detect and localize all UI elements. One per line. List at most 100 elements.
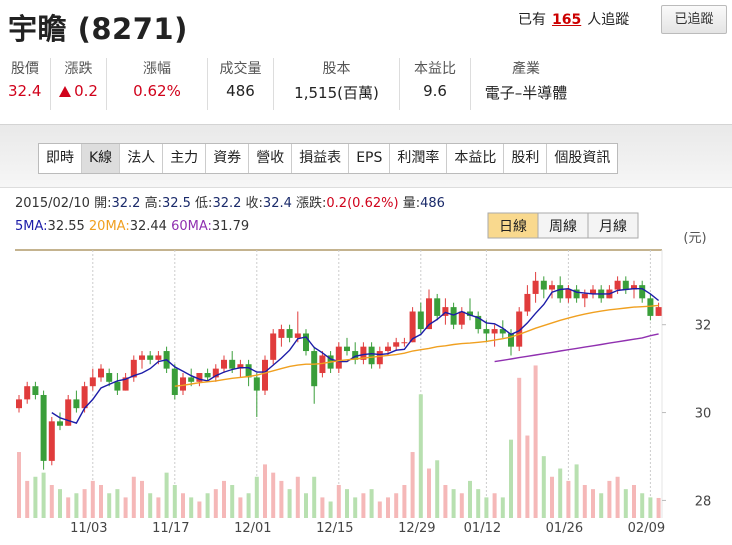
volume-bar xyxy=(336,485,341,518)
candle-body xyxy=(335,346,342,369)
candle-body xyxy=(639,285,646,299)
stat-value: 電子–半導體 xyxy=(484,84,568,102)
candle-body xyxy=(188,377,195,382)
candle-body xyxy=(614,280,621,290)
candle-body xyxy=(565,289,572,299)
unit-label: (元) xyxy=(683,231,706,246)
stat: 漲幅 0.62% xyxy=(106,58,207,110)
stat-label: 漲幅 xyxy=(143,61,171,77)
tab[interactable]: 法人 xyxy=(119,144,162,173)
stat-label: 股價 xyxy=(11,61,39,77)
up-arrow xyxy=(59,85,72,97)
quote-label: 高: xyxy=(145,195,162,211)
candle-body xyxy=(180,377,186,391)
volume-bar xyxy=(90,480,95,518)
follow-prefix: 已有 xyxy=(518,12,546,28)
tab[interactable]: 即時 xyxy=(46,150,74,166)
candle-body xyxy=(450,307,457,325)
candle-body xyxy=(368,346,375,365)
volume-bar xyxy=(33,476,38,518)
x-tick-label: 12/15 xyxy=(316,521,353,536)
tab[interactable]: EPS xyxy=(348,144,389,173)
follow-count[interactable]: 165 xyxy=(552,12,582,28)
volume-bar xyxy=(353,497,358,518)
tab[interactable]: K線 xyxy=(81,144,120,173)
y-tick-label: 28 xyxy=(695,494,712,509)
candle-body xyxy=(40,394,47,461)
volume-bar xyxy=(140,480,144,518)
volume-bar xyxy=(525,435,530,518)
stat-label: 漲跌 xyxy=(64,61,93,77)
candle-body xyxy=(262,359,268,391)
volume-bar xyxy=(99,485,103,518)
candle-body xyxy=(147,355,154,360)
legend-name: 60MA: xyxy=(171,219,212,234)
volume-bar xyxy=(459,493,464,518)
period-label[interactable]: 日線 xyxy=(499,219,527,235)
period-button[interactable] xyxy=(587,212,639,239)
candle-body xyxy=(286,329,293,338)
volume-bar xyxy=(172,485,177,518)
tab[interactable]: 資券 xyxy=(205,144,248,173)
volume-bar xyxy=(615,476,620,518)
tab[interactable]: 營收 xyxy=(248,144,291,173)
candle-body xyxy=(73,399,80,409)
volume-bar xyxy=(468,480,472,518)
volume-bar xyxy=(533,365,538,518)
candle-body xyxy=(581,293,588,299)
stat-label: 股本 xyxy=(322,61,351,77)
y-tick-label: 30 xyxy=(695,407,712,422)
y-tick-label: 32 xyxy=(695,319,712,334)
volume-bar xyxy=(189,497,194,518)
volume-bar xyxy=(427,468,431,518)
stat-value-box: 0.62% xyxy=(115,82,199,100)
follow-button[interactable]: 已追蹤 xyxy=(661,5,727,34)
quote-volume: 486 xyxy=(420,196,445,211)
tab[interactable]: 利潤率 xyxy=(389,144,446,173)
stat-label: 成交量 xyxy=(219,61,262,77)
volume-bar xyxy=(632,485,636,518)
legend-name: 20MA: xyxy=(89,219,130,234)
volume-bar xyxy=(582,485,587,518)
volume-bar xyxy=(58,489,62,518)
candle-body xyxy=(647,298,654,316)
candle-body xyxy=(467,311,473,316)
volume-bar xyxy=(345,489,349,518)
volume-bar xyxy=(435,460,440,518)
period-label[interactable]: 月線 xyxy=(599,219,627,235)
stock-title: 宇瞻 (8271) xyxy=(8,12,188,46)
candle-body xyxy=(212,368,219,378)
x-tick-label: 02/09 xyxy=(628,521,665,536)
volume-bar xyxy=(312,476,317,518)
candle-body xyxy=(409,311,416,343)
legend-name: 5MA: xyxy=(15,219,48,234)
tab[interactable]: 本益比 xyxy=(446,144,503,173)
tab[interactable]: 個股資訊 xyxy=(546,144,617,173)
volume-bar xyxy=(164,472,169,518)
volume-bar xyxy=(181,493,185,518)
stat: 成交量 486 xyxy=(207,58,273,110)
volume-bar xyxy=(279,480,284,518)
tab[interactable]: 股利 xyxy=(503,144,546,173)
legend-value: 31.79 xyxy=(212,219,249,234)
candle-body xyxy=(319,355,326,374)
volume-bar xyxy=(213,489,218,518)
candle-body xyxy=(532,280,539,294)
candle-body xyxy=(139,355,145,360)
period-button[interactable] xyxy=(487,212,539,239)
period-label[interactable]: 周線 xyxy=(549,219,577,235)
tab[interactable]: 損益表 xyxy=(291,144,348,173)
candle-body xyxy=(426,298,432,330)
stat: 本益比 9.6 xyxy=(399,58,470,110)
volume-bar xyxy=(377,501,382,518)
candle-body xyxy=(516,311,523,347)
candle-body xyxy=(311,351,318,387)
volume-bar xyxy=(205,493,210,518)
volume-bar xyxy=(41,472,46,518)
ma-line xyxy=(51,287,660,424)
period-button[interactable] xyxy=(537,212,589,239)
quote-label: 漲跌: xyxy=(296,195,326,211)
tab[interactable]: 主力 xyxy=(162,144,205,173)
stat-label: 產業 xyxy=(512,61,540,77)
